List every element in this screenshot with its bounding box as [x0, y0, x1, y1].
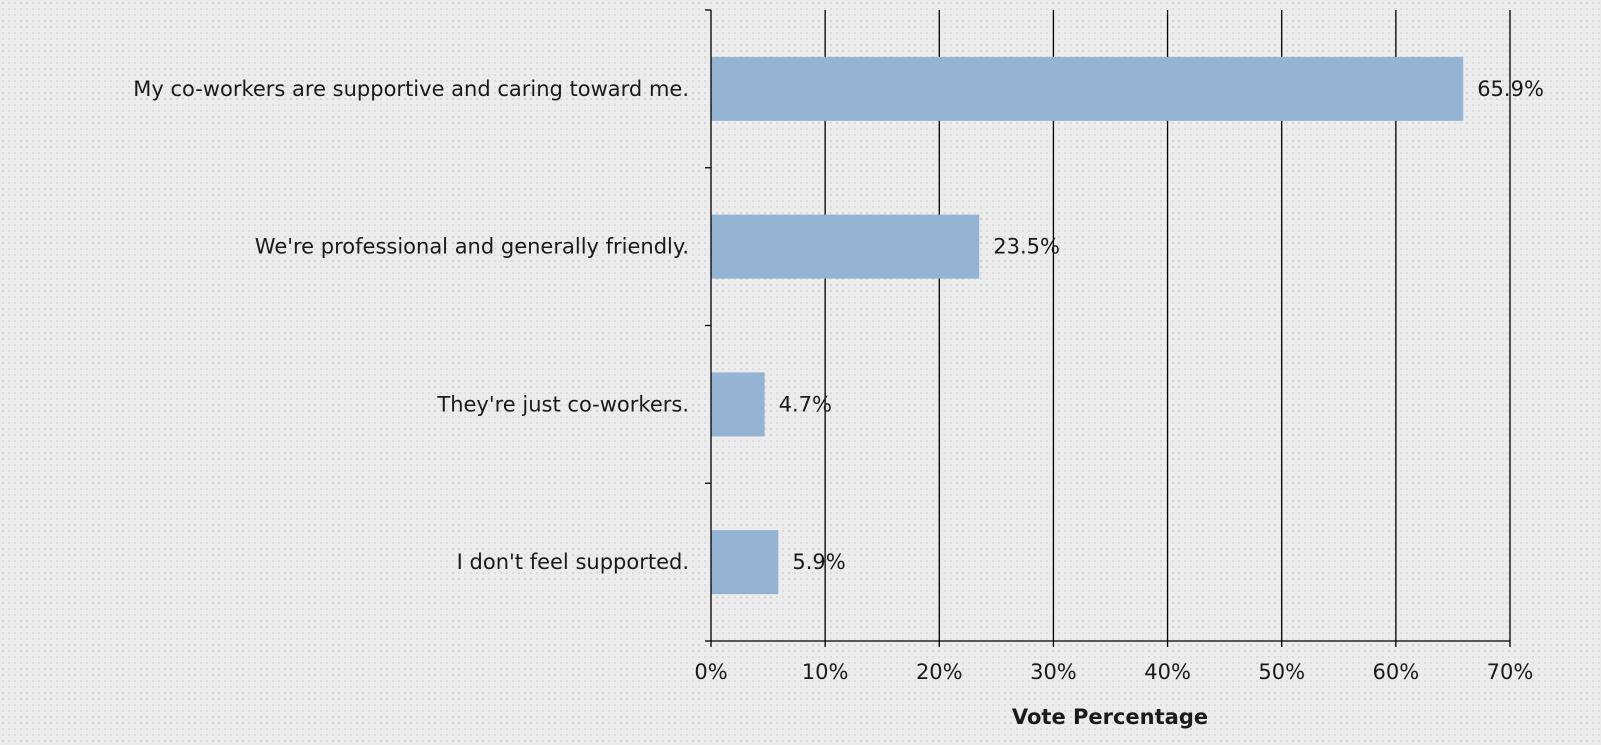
- x-tick-label: 10%: [802, 660, 849, 684]
- bar: [711, 214, 980, 279]
- x-tick-label: 20%: [916, 660, 963, 684]
- x-tick-label: 70%: [1487, 660, 1534, 684]
- bar: [711, 530, 779, 595]
- x-tick-label: 40%: [1144, 660, 1191, 684]
- value-label: 23.5%: [993, 235, 1060, 259]
- labels: 0% 10% 20% 30% 40% 50% 60% 70% My co-workers are…: [133, 77, 1544, 684]
- x-axis-title: Vote Percentage: [1012, 705, 1208, 729]
- x-tick-label: 30%: [1030, 660, 1077, 684]
- category-label: I don't feel supported.: [457, 550, 689, 574]
- category-label: They're just co-workers.: [436, 392, 689, 416]
- value-label: 4.7%: [779, 392, 832, 416]
- value-label: 65.9%: [1477, 77, 1544, 101]
- x-tick-label: 60%: [1373, 660, 1420, 684]
- value-label: 5.9%: [792, 550, 845, 574]
- category-label: My co-workers are supportive and caring …: [133, 77, 689, 101]
- axes: [705, 9, 1511, 647]
- bars: [711, 56, 1464, 595]
- bar: [711, 56, 1464, 121]
- x-tick-label: 0%: [694, 660, 727, 684]
- x-tick-label: 50%: [1258, 660, 1305, 684]
- bar: [711, 372, 765, 437]
- category-label: We're professional and generally friendl…: [255, 235, 689, 259]
